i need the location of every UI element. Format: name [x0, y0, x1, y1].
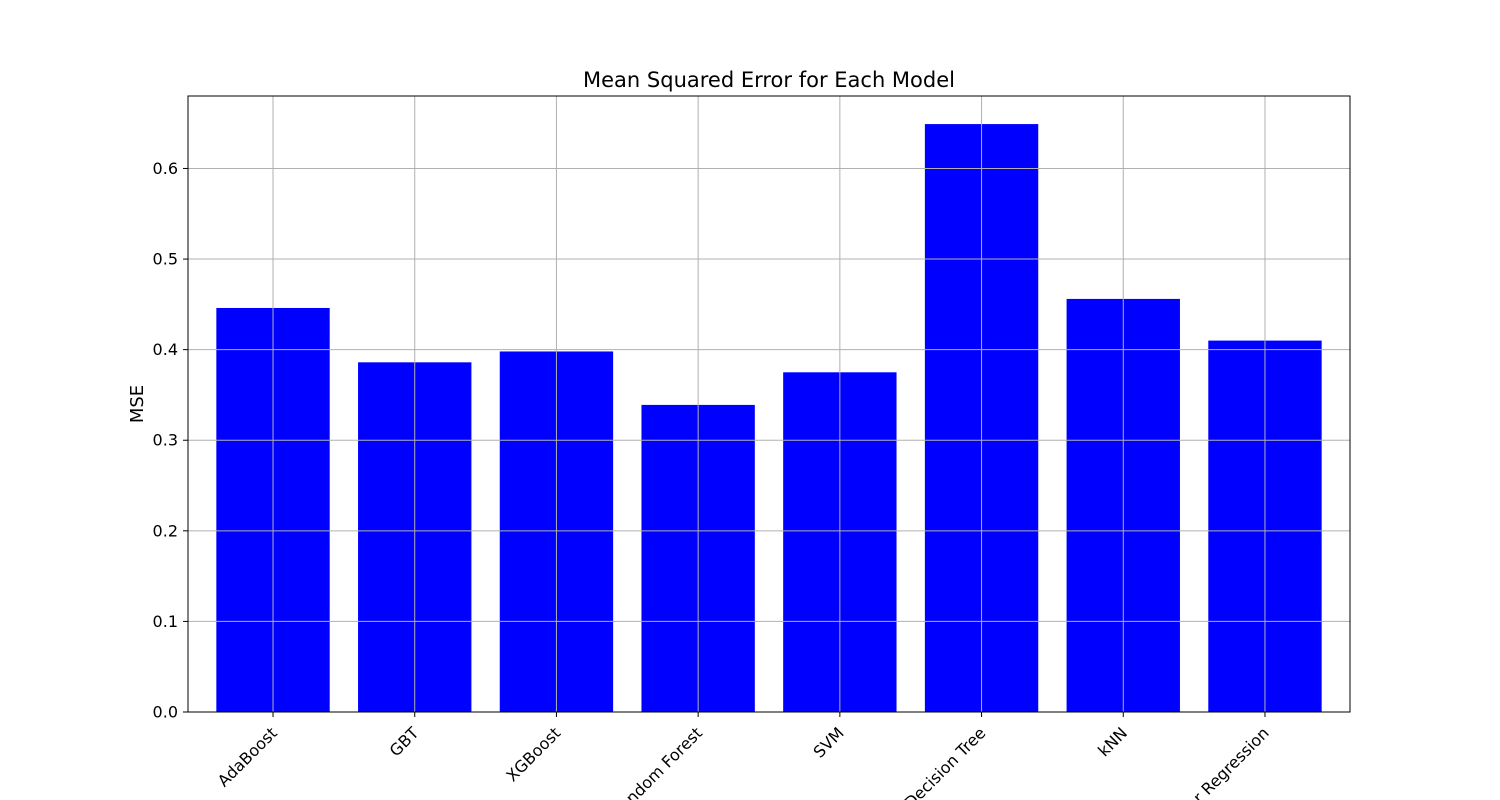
x-tick-label: XGBoost	[502, 723, 564, 785]
y-axis-label: MSE	[127, 385, 148, 423]
y-tick-label: 0.2	[153, 521, 178, 540]
bars	[216, 124, 1322, 713]
y-tick-label: 0.3	[153, 431, 178, 450]
y-tick-label: 0.0	[153, 703, 178, 722]
chart-title: Mean Squared Error for Each Model	[583, 68, 955, 92]
x-tick-label: Decision Tree	[901, 723, 990, 800]
x-axis: AdaBoost GBT XGBoost Random Forest SVM Decisi…	[214, 712, 1273, 800]
y-tick-label: 0.4	[153, 340, 178, 359]
y-tick-label: 0.1	[153, 612, 178, 631]
plot-frame	[187, 95, 1351, 713]
x-tick-label: kNN	[1094, 723, 1131, 760]
y-axis: 0.0 0.1 0.2 0.3 0.4 0.5 0.6	[153, 159, 188, 722]
x-tick-label: GBT	[386, 723, 423, 760]
x-tick-label: SVM	[810, 723, 848, 761]
y-tick-label: 0.5	[153, 250, 178, 269]
x-tick-label: AdaBoost	[214, 723, 281, 790]
x-tick-label: Random Forest	[607, 723, 706, 800]
y-tick-label: 0.6	[153, 159, 178, 178]
x-tick-label: Linear Regression	[1159, 723, 1273, 800]
